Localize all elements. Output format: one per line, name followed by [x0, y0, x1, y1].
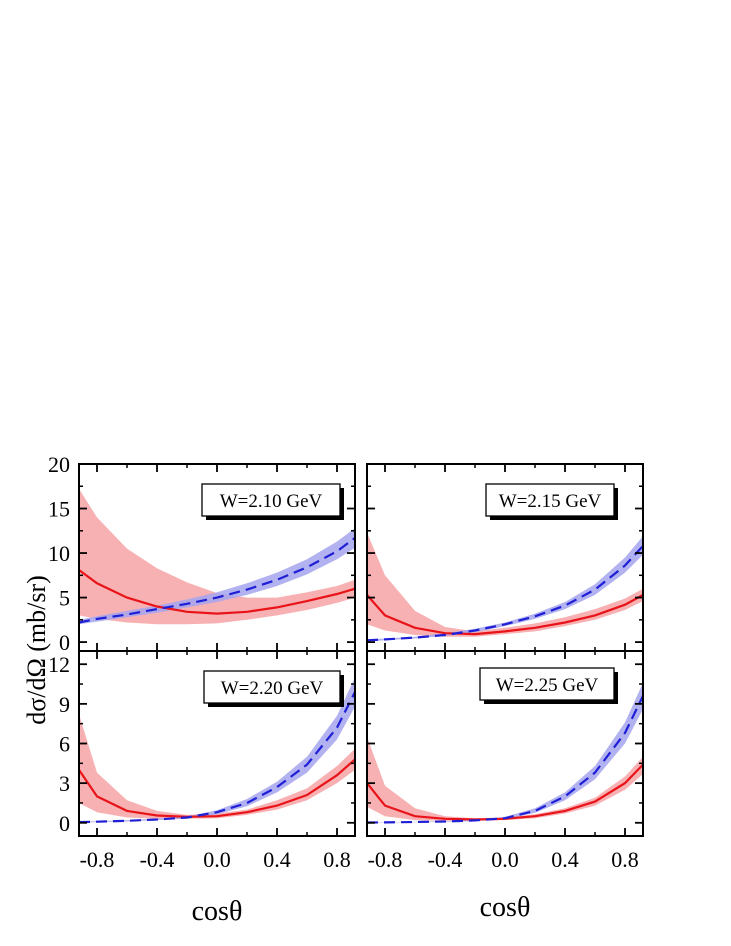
axes [79, 463, 355, 651]
x-axis-title-left: cosθ [192, 896, 243, 927]
x-tick-label: 0.4 [263, 847, 291, 872]
annotation-label: W=2.15 GeV [499, 491, 602, 512]
y-tick-label: 20 [48, 452, 70, 477]
y-tick-label: 9 [59, 692, 70, 717]
blue-uncertainty-band [367, 536, 643, 642]
plot-area [79, 677, 355, 824]
blue-dashed-line [79, 537, 355, 624]
annotation-label: W=2.25 GeV [496, 675, 599, 696]
annotation-label: W=2.10 GeV [220, 491, 323, 512]
axes [367, 651, 643, 836]
blue-dashed-line [367, 695, 643, 824]
x-tick-label: 0.0 [491, 847, 519, 872]
axes [79, 651, 355, 836]
red-uncertainty-band [367, 736, 643, 821]
y-tick-label: 10 [48, 541, 70, 566]
y-tick-label: 0 [59, 811, 70, 836]
y-tick-label: 15 [48, 497, 70, 522]
x-tick-label: -0.4 [140, 847, 175, 872]
axes [367, 463, 643, 651]
plot-area [367, 532, 643, 642]
panel-top-left: 0 5 10 15 20 W=2.10 GeV [48, 452, 356, 655]
blue-uncertainty-band [367, 682, 643, 823]
x-tick-label: -0.8 [80, 847, 115, 872]
x-tick-label: -0.8 [368, 847, 403, 872]
annotation-label: W=2.20 GeV [221, 678, 324, 699]
y-tick-label: 6 [59, 732, 70, 757]
blue-dashed-line [79, 691, 355, 824]
blue-dashed-line [367, 545, 643, 642]
y-axis-title: dσ/dΩ (mb/sr) [22, 575, 51, 725]
plot-area [79, 488, 355, 625]
y-tick-label: 0 [59, 630, 70, 655]
red-solid-line [79, 569, 355, 615]
plot-area [367, 682, 643, 824]
y-tick-label: 12 [48, 652, 70, 677]
red-solid-line [79, 758, 355, 818]
blue-uncertainty-band [79, 677, 355, 823]
x-tick-label: 0.8 [611, 847, 639, 872]
panel-bottom-right: -0.8 -0.4 0.0 0.4 0.8 W=2.25 GeV [366, 650, 644, 872]
annotation-box [201, 483, 341, 517]
red-uncertainty-band [79, 714, 355, 819]
y-tick-label: 3 [59, 771, 70, 796]
annotation-box [479, 667, 615, 701]
panel-bottom-left: 0 3 6 9 12 -0.8 -0.4 0.0 0.4 0.8 W=2.20 GeV [48, 650, 356, 872]
x-tick-label: 0.0 [203, 847, 231, 872]
blue-uncertainty-band [79, 528, 355, 625]
red-solid-line [367, 593, 643, 636]
red-uncertainty-band [367, 532, 643, 637]
annotation-box [485, 483, 615, 517]
x-tick-label: 0.4 [551, 847, 579, 872]
panel-top-right: W=2.15 GeV [366, 463, 644, 652]
x-tick-label: -0.4 [428, 847, 463, 872]
x-axis-title-right: cosθ [480, 892, 531, 923]
x-tick-label: 0.8 [323, 847, 351, 872]
red-uncertainty-band [79, 488, 355, 625]
y-tick-label: 5 [59, 586, 70, 611]
annotation-box [203, 670, 341, 704]
